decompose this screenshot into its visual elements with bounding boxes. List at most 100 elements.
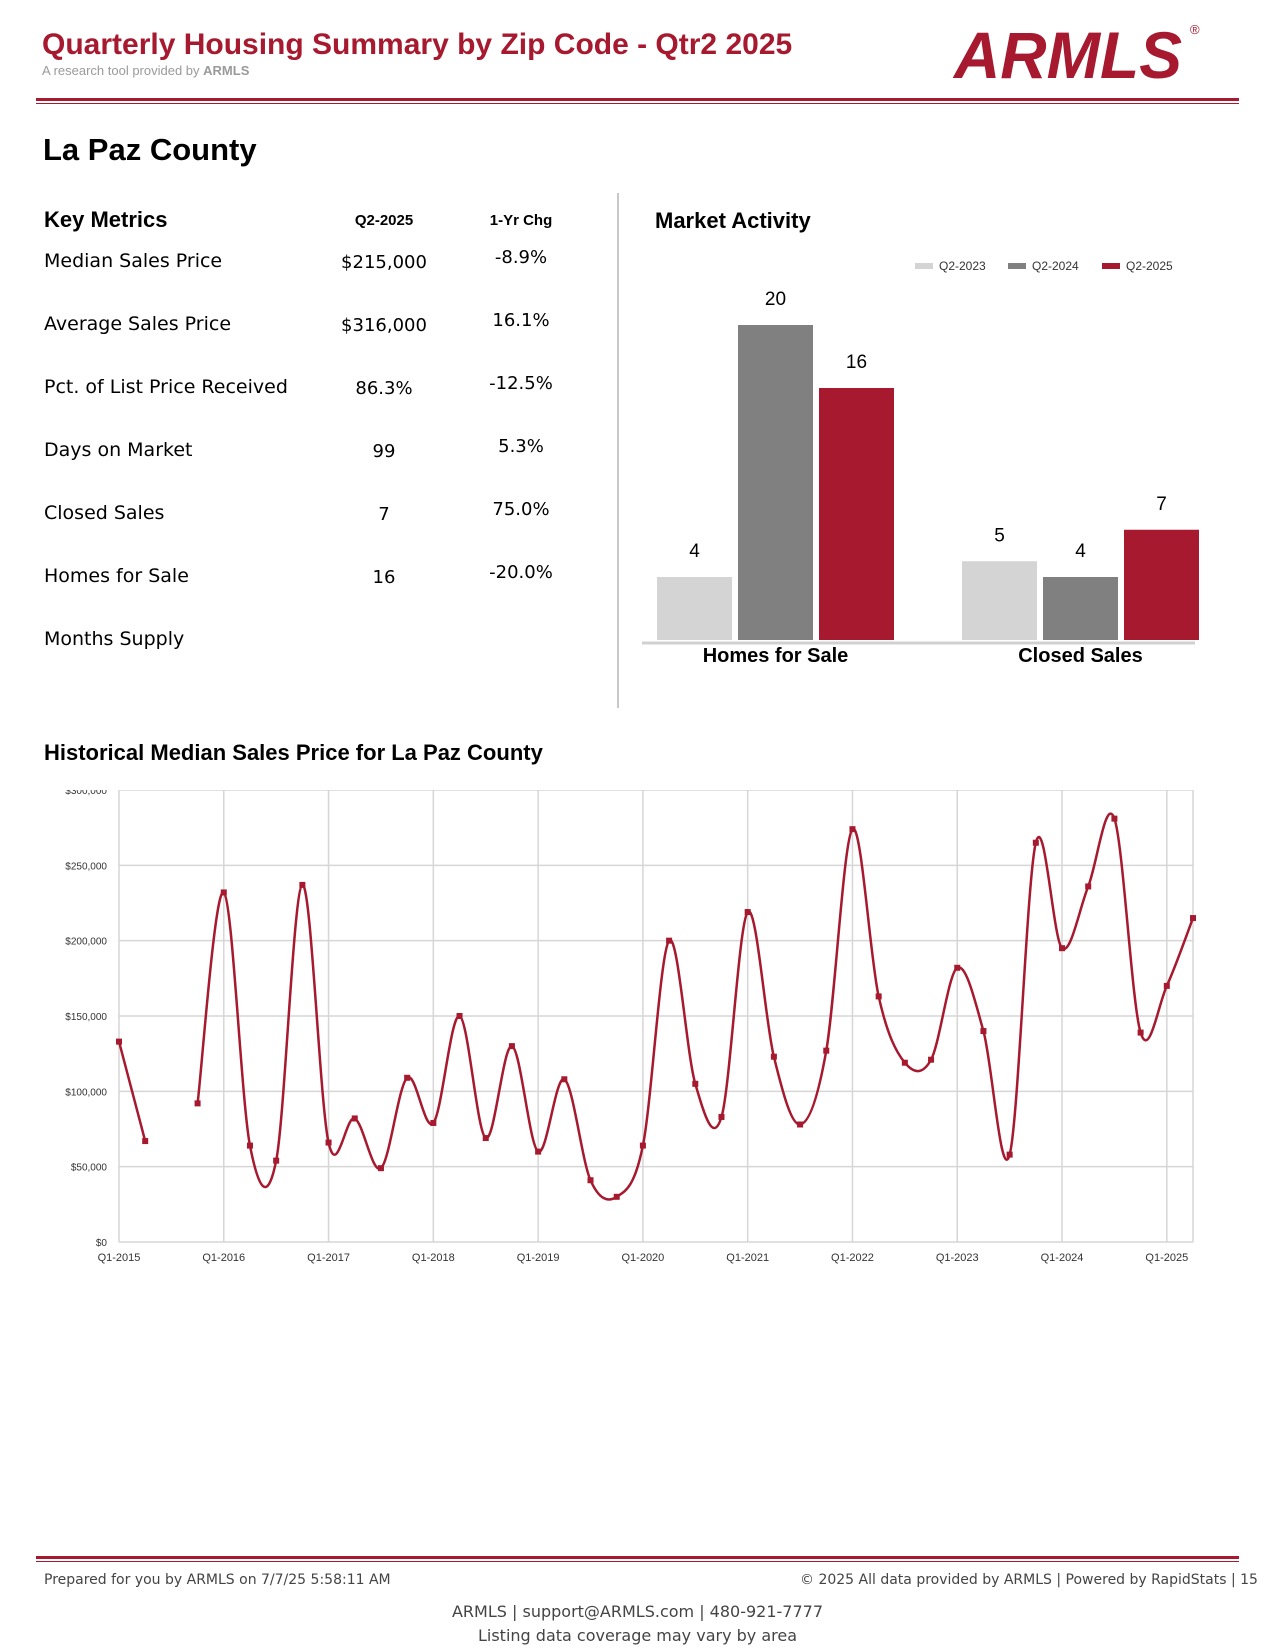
copyright-text: © 2025 All data provided by ARMLS | Powe… xyxy=(800,1572,1258,1588)
data-label: 4 xyxy=(1075,541,1086,562)
change-column-header: 1-Yr Chg xyxy=(489,212,553,229)
data-point xyxy=(1163,982,1170,989)
data-point xyxy=(220,889,227,896)
x-tick-label: Q1-2018 xyxy=(412,1252,455,1264)
bar xyxy=(819,388,894,640)
legend-label: Q2-2024 xyxy=(1032,259,1079,273)
metric-label: Homes for Sale xyxy=(44,565,189,587)
y-tick-label: $300,000 xyxy=(65,790,107,797)
data-point xyxy=(613,1193,620,1200)
data-point xyxy=(587,1177,594,1184)
data-point xyxy=(666,937,673,944)
data-point xyxy=(770,1053,777,1060)
category-label: Homes for Sale xyxy=(703,645,849,667)
armls-logo: ARMLS ® xyxy=(952,18,1200,84)
metric-label: Pct. of List Price Received xyxy=(44,376,288,398)
x-tick-label: Q1-2022 xyxy=(831,1252,874,1264)
metric-label: Average Sales Price xyxy=(44,313,232,335)
market-activity-heading: Market Activity xyxy=(655,208,811,233)
header-rule-thin xyxy=(36,103,1239,104)
metric-change: -8.9% xyxy=(494,247,548,268)
county-title: La Paz County xyxy=(43,132,257,167)
y-tick-label: $50,000 xyxy=(71,1163,108,1174)
legend-swatch xyxy=(1008,263,1026,269)
report-title: Quarterly Housing Summary by Zip Code - … xyxy=(42,28,793,61)
metric-row: Days on Market 99 5.3% xyxy=(44,436,604,469)
y-tick-label: $0 xyxy=(96,1238,108,1249)
metric-row: Homes for Sale 16 -20.0% xyxy=(44,562,604,595)
data-point xyxy=(508,1043,515,1050)
data-point xyxy=(246,1142,253,1149)
data-point xyxy=(1006,1151,1013,1158)
contact-line: ARMLS | support@ARMLS.com | 480-921-7777 xyxy=(451,1602,824,1621)
data-point xyxy=(430,1119,437,1126)
bar xyxy=(657,577,732,640)
metric-label: Closed Sales xyxy=(44,502,165,524)
metric-change: -20.0% xyxy=(489,562,553,583)
data-point xyxy=(1059,945,1066,952)
x-tick-label: Q1-2025 xyxy=(1145,1252,1188,1264)
bar xyxy=(1043,577,1118,640)
data-point xyxy=(875,993,882,1000)
legend-label: Q2-2025 xyxy=(1126,259,1173,273)
period-column-header: Q2-2025 xyxy=(354,212,414,229)
x-tick-label: Q1-2023 xyxy=(936,1252,979,1264)
bar xyxy=(1124,529,1199,640)
metric-label: Days on Market xyxy=(44,439,193,461)
subtitle-text: A research tool provided by xyxy=(42,63,204,78)
data-point xyxy=(325,1139,332,1146)
logo-wordmark: ARMLS xyxy=(952,18,1182,84)
data-point xyxy=(482,1135,489,1142)
key-metrics-heading: Key Metrics xyxy=(44,207,168,232)
footer-rule xyxy=(36,1556,1239,1559)
y-tick-label: $200,000 xyxy=(65,937,107,948)
data-point xyxy=(954,964,961,971)
data-point xyxy=(194,1100,201,1107)
series-line xyxy=(196,812,1195,1201)
data-point xyxy=(1085,883,1092,890)
legend-swatch xyxy=(1102,263,1120,269)
data-point xyxy=(142,1138,149,1145)
data-point xyxy=(744,909,751,916)
report-subtitle: A research tool provided by ARMLS xyxy=(42,63,249,78)
prepared-by-text: Prepared for you by ARMLS on 7/7/25 5:58… xyxy=(44,1572,391,1588)
historical-chart-heading: Historical Median Sales Price for La Paz… xyxy=(44,740,543,765)
data-point xyxy=(535,1148,542,1155)
x-tick-label: Q1-2016 xyxy=(202,1252,245,1264)
metric-value: $215,000 xyxy=(341,252,427,273)
metric-row: Months Supply xyxy=(44,628,604,658)
data-point xyxy=(456,1013,463,1019)
category-label: Closed Sales xyxy=(1018,645,1143,667)
x-tick-label: Q1-2019 xyxy=(517,1252,560,1264)
metric-row: Median Sales Price $215,000 -8.9% xyxy=(44,247,604,280)
data-point xyxy=(377,1165,384,1172)
market-activity-chart: Q2-2023 Q2-2024 Q2-2025 4 20 16 Homes for Sale… xyxy=(642,259,1199,667)
coverage-note: Listing data coverage may vary by area xyxy=(477,1626,798,1645)
data-point xyxy=(980,1028,987,1035)
data-point xyxy=(1137,1029,1144,1036)
series-line xyxy=(117,1041,147,1142)
data-point xyxy=(116,1038,122,1045)
metric-row: Closed Sales 7 75.0% xyxy=(44,499,604,532)
y-tick-label: $250,000 xyxy=(65,861,107,872)
header-rule xyxy=(36,98,1239,101)
bar xyxy=(962,561,1037,640)
data-point xyxy=(351,1115,358,1122)
data-label: 20 xyxy=(765,289,786,310)
metric-value: 99 xyxy=(372,441,396,462)
metric-change: -12.5% xyxy=(489,373,553,394)
metric-change: 5.3% xyxy=(498,436,544,457)
section-divider xyxy=(617,193,619,708)
data-point xyxy=(901,1059,908,1066)
metric-label: Median Sales Price xyxy=(44,250,223,272)
data-label: 16 xyxy=(846,352,867,373)
x-tick-label: Q1-2021 xyxy=(726,1252,769,1264)
data-label: 5 xyxy=(994,525,1005,546)
metric-label: Months Supply xyxy=(44,628,185,650)
legend-swatch xyxy=(915,263,933,269)
metric-change: 75.0% xyxy=(492,499,550,520)
data-point xyxy=(1190,915,1196,922)
metric-change: 16.1% xyxy=(492,310,550,331)
data-point xyxy=(639,1142,646,1149)
metric-value: 7 xyxy=(378,504,390,525)
